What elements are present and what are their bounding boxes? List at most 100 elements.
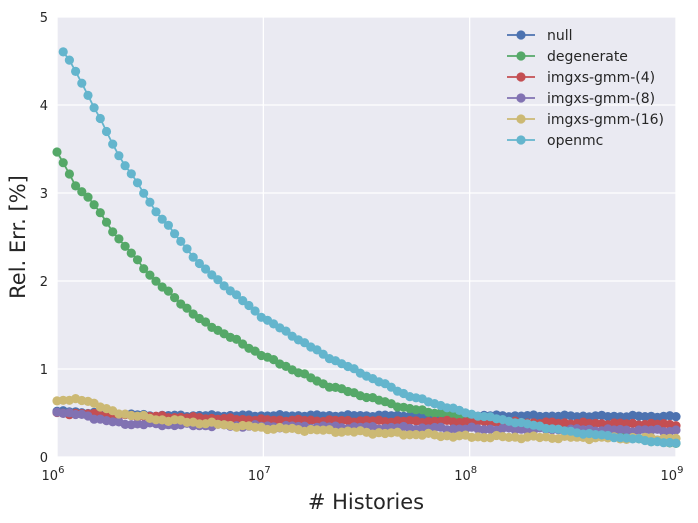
data-point: [188, 252, 198, 262]
legend-marker: [516, 72, 526, 82]
data-point: [58, 158, 68, 168]
data-point: [139, 188, 149, 198]
data-point: [170, 293, 180, 303]
data-point: [139, 264, 149, 274]
x-tick-label: 106: [42, 465, 65, 484]
data-point: [213, 275, 223, 285]
x-tick-base: 10: [42, 469, 59, 484]
x-tick-exponent: 8: [471, 465, 477, 476]
data-point: [231, 290, 242, 300]
data-point: [163, 220, 173, 230]
data-point: [95, 208, 105, 218]
data-point: [114, 151, 124, 161]
data-point: [671, 412, 681, 422]
legend-marker: [516, 30, 526, 40]
data-point: [71, 181, 81, 191]
data-point: [170, 229, 180, 239]
series-imgxs-gmm-(16): [52, 394, 681, 445]
data-point: [244, 300, 254, 311]
data-point: [671, 425, 681, 435]
data-point: [201, 264, 211, 274]
data-point: [108, 227, 118, 237]
y-tick-label: 0: [40, 451, 48, 466]
data-point: [281, 326, 291, 336]
legend: null degenerate imgxs-gmm-(4) imgxs-gmm-(8)…: [507, 28, 664, 149]
legend-label: imgxs-gmm-(8): [547, 91, 655, 107]
x-tick-label: 109: [661, 465, 684, 484]
x-tick-label: 108: [454, 465, 477, 484]
data-point: [77, 187, 87, 197]
legend-label: openmc: [547, 133, 603, 149]
data-point: [71, 66, 81, 76]
data-point: [77, 78, 87, 88]
legend-label: degenerate: [547, 49, 628, 65]
legend-label: null: [547, 28, 573, 44]
data-point: [52, 147, 62, 157]
y-tick-label: 4: [40, 99, 48, 114]
legend-item: imgxs-gmm-(4): [507, 70, 655, 86]
data-point: [194, 258, 204, 269]
data-point: [83, 90, 93, 100]
data-point: [120, 161, 130, 171]
data-point: [89, 200, 99, 210]
plot-background: [57, 17, 676, 457]
x-tick-base: 10: [248, 469, 265, 484]
x-axis-label: # Histories: [308, 490, 424, 514]
data-point: [671, 438, 681, 448]
y-tick-label: 5: [40, 11, 48, 26]
legend-marker: [516, 51, 526, 61]
data-point: [182, 244, 192, 254]
data-point: [64, 169, 74, 179]
data-point: [132, 255, 143, 265]
data-point: [182, 303, 192, 313]
data-point: [108, 139, 118, 149]
x-ticks: 106 107 108 109: [42, 465, 684, 484]
legend-marker: [516, 93, 526, 103]
data-point: [58, 47, 68, 57]
x-tick-label: 107: [248, 465, 271, 484]
data-point: [126, 248, 136, 258]
data-point: [219, 281, 229, 291]
data-point: [145, 270, 155, 280]
data-point: [145, 197, 155, 207]
data-point: [132, 178, 143, 188]
data-point: [151, 207, 161, 217]
legend-label: imgxs-gmm-(4): [547, 70, 655, 86]
y-tick-label: 1: [40, 363, 48, 378]
series-layer: [52, 47, 681, 448]
data-point: [114, 234, 124, 244]
data-point: [64, 55, 74, 65]
data-point: [95, 113, 105, 124]
data-point: [163, 286, 173, 296]
legend-item: degenerate: [507, 49, 628, 65]
data-point: [83, 192, 93, 202]
data-point: [126, 169, 136, 179]
x-tick-exponent: 7: [264, 465, 270, 476]
x-tick-exponent: 6: [58, 465, 64, 476]
y-tick-label: 2: [40, 275, 48, 290]
legend-item: imgxs-gmm-(16): [507, 112, 664, 128]
legend-item: imgxs-gmm-(8): [507, 91, 655, 107]
data-point: [101, 126, 112, 137]
data-point: [238, 296, 248, 306]
x-tick-base: 10: [661, 469, 678, 484]
data-point: [89, 103, 99, 113]
legend-item: openmc: [507, 133, 603, 149]
data-point: [151, 276, 161, 286]
data-point: [120, 241, 130, 251]
legend-label: imgxs-gmm-(16): [547, 112, 664, 128]
legend-marker: [516, 135, 526, 145]
y-axis-label: Rel. Err. [%]: [6, 175, 30, 299]
legend-marker: [516, 114, 526, 124]
data-point: [101, 217, 112, 227]
y-ticks: 0 1 2 3 4 5: [40, 11, 48, 466]
x-tick-exponent: 9: [677, 465, 683, 476]
data-point: [176, 236, 186, 246]
x-tick-base: 10: [454, 469, 471, 484]
data-point: [250, 306, 260, 316]
data-point: [201, 317, 211, 327]
y-tick-label: 3: [40, 187, 48, 202]
data-point: [157, 214, 167, 224]
legend-item: null: [507, 28, 573, 44]
